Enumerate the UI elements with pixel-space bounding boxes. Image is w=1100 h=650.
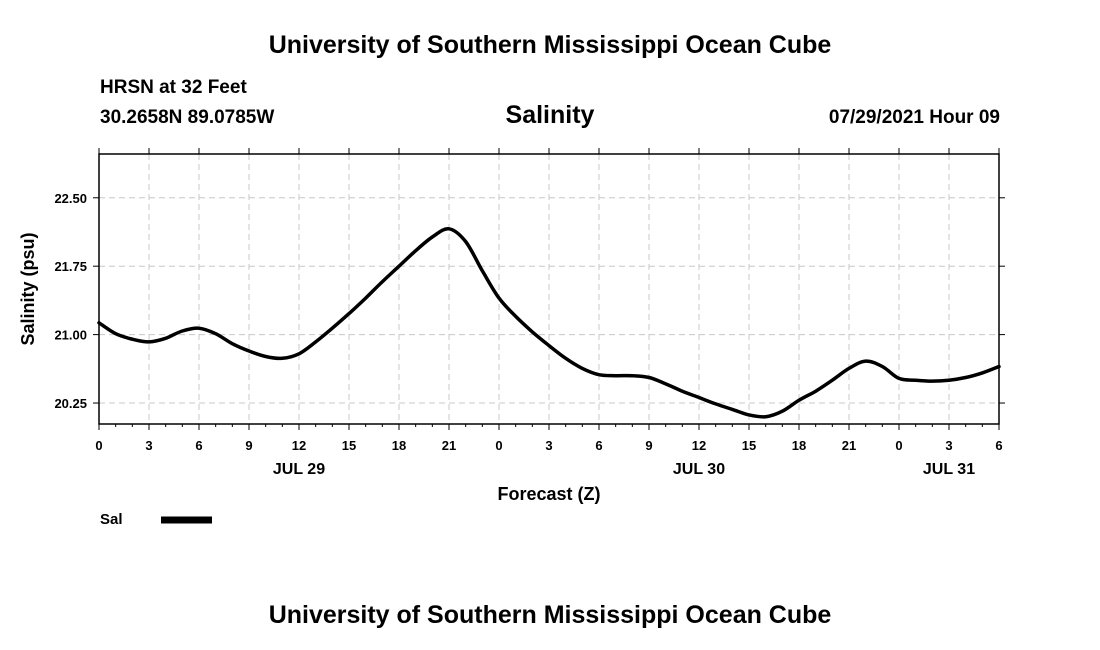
parameter-title: Salinity [505, 101, 595, 129]
series-line-sal [97, 227, 1001, 419]
x-tick-label-3: 9 [245, 438, 252, 453]
y-tick-label-1: 21.75 [54, 259, 87, 274]
x-tick-label-15: 21 [842, 438, 856, 453]
station-coordinates: 30.2658N 89.0785W [100, 107, 275, 128]
chart-title-bottom: University of Southern Mississippi Ocean… [268, 601, 832, 629]
x-tick-label-1: 3 [145, 438, 152, 453]
y-tick-label-0: 22.50 [54, 191, 87, 206]
x-axis-title: Forecast (Z) [497, 484, 600, 504]
x-tick-label-5: 15 [342, 438, 356, 453]
chart-title-top: University of Southern Mississippi Ocean… [268, 31, 832, 59]
y-tick-label-2: 21.00 [54, 328, 87, 343]
x-tick-label-6: 18 [392, 438, 406, 453]
x-tick-label-7: 21 [442, 438, 456, 453]
x-date-label-2: JUL 31 [923, 461, 975, 478]
x-tick-label-18: 6 [995, 438, 1002, 453]
x-tick-label-16: 0 [895, 438, 902, 453]
legend-label: Sal [100, 511, 123, 528]
x-tick-label-9: 3 [545, 438, 552, 453]
x-tick-label-0: 0 [95, 438, 102, 453]
x-tick-label-11: 9 [645, 438, 652, 453]
station-label: HRSN at 32 Feet [100, 77, 247, 98]
x-tick-label-12: 12 [692, 438, 706, 453]
y-tick-label-3: 20.25 [54, 396, 87, 411]
x-tick-label-4: 12 [292, 438, 306, 453]
y-axis-title: Salinity (psu) [18, 232, 38, 345]
x-tick-label-2: 6 [195, 438, 202, 453]
x-tick-label-10: 6 [595, 438, 602, 453]
x-tick-label-13: 15 [742, 438, 756, 453]
forecast-datetime: 07/29/2021 Hour 09 [828, 107, 1000, 128]
x-tick-label-14: 18 [792, 438, 806, 453]
x-tick-label-8: 0 [495, 438, 502, 453]
x-date-label-1: JUL 30 [673, 461, 725, 478]
x-tick-label-17: 3 [945, 438, 952, 453]
x-date-label-0: JUL 29 [273, 461, 325, 478]
